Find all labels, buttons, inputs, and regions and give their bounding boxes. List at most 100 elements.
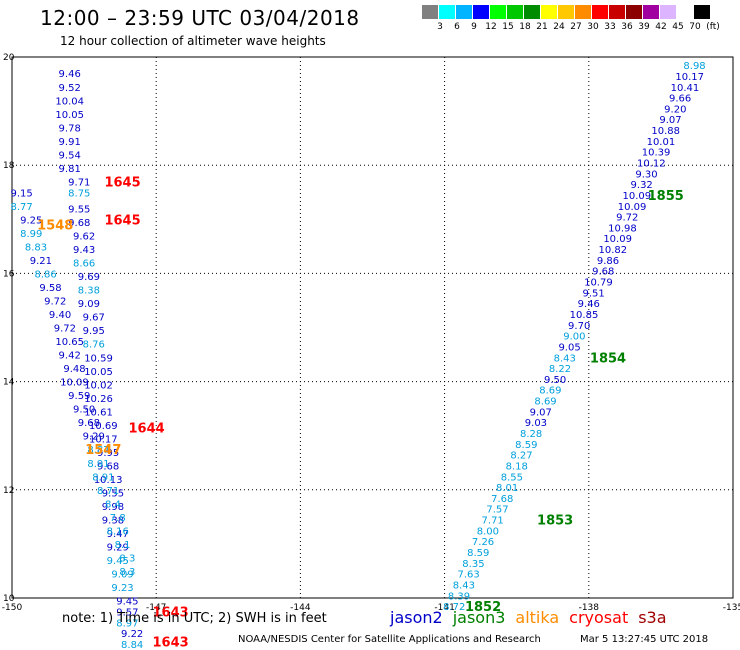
swh-point-label: 8.98 (683, 61, 705, 72)
swh-point-label: 9.67 (83, 313, 105, 324)
swh-point-label: 10.59 (84, 353, 113, 364)
swh-point-label: 9.68 (68, 218, 90, 229)
swh-point-label: 10.09 (618, 202, 647, 213)
scale-swatch (592, 5, 608, 19)
pass-time-label: 1642 (153, 649, 189, 650)
swh-point-label: 9.55 (102, 489, 124, 500)
swh-point-label: 10.12 (637, 158, 666, 169)
swh-point-label: 8.99 (20, 229, 42, 240)
swh-point-label: 10.98 (608, 223, 637, 234)
scale-swatch (558, 5, 574, 19)
swh-point-label: 9.45 (116, 597, 138, 608)
swh-point-label: 7.8 (110, 513, 126, 524)
swh-point-label: 9.50 (73, 405, 95, 416)
swh-point-label: 8.69 (539, 386, 561, 397)
swh-point-label: 9.03 (525, 418, 547, 429)
swh-point-label: 10.05 (84, 367, 113, 378)
y-tick-label: 16 (3, 269, 15, 279)
swh-point-label: 10.13 (94, 475, 123, 486)
swh-point-label: 10.05 (55, 110, 84, 121)
scale-swatch (677, 5, 693, 19)
swh-point-label: 9.22 (121, 629, 143, 640)
swh-point-label: 8.43 (554, 353, 576, 364)
swh-point-label: 8.66 (73, 259, 95, 270)
legend-item-altika: altika (515, 608, 560, 627)
swh-point-label: 9.43 (73, 245, 95, 256)
swh-point-label: 9.47 (107, 529, 129, 540)
scale-label: 18 (519, 22, 531, 32)
swh-point-label: 10.09 (603, 234, 632, 245)
swh-point-label: 7.71 (482, 516, 504, 527)
swh-point-label: 9.95 (83, 326, 105, 337)
legend-item-cryosat: cryosat (569, 608, 629, 627)
x-tick-label: -141 (434, 603, 454, 613)
legend-item-jason2: jason2 (390, 608, 443, 627)
swh-point-label: 9.70 (568, 321, 590, 332)
y-tick-label: 10 (3, 594, 15, 604)
swh-point-label: 9.72 (54, 324, 76, 335)
swh-point-label: 10.09 (60, 378, 89, 389)
swh-point-label: 10.17 (89, 434, 118, 445)
scale-swatch (456, 5, 472, 19)
scale-label: 6 (454, 22, 460, 32)
swh-point-label: 9.98 (102, 502, 124, 513)
swh-point-label: 10.69 (89, 421, 118, 432)
swh-point-label: 9.40 (49, 310, 71, 321)
scale-swatch (507, 5, 523, 19)
swh-point-label: 9.09 (111, 570, 133, 581)
swh-point-label: 8.00 (477, 526, 499, 537)
pass-time-label: 1854 (590, 351, 626, 366)
scale-swatch (575, 5, 591, 19)
scale-label: 45 (672, 22, 684, 32)
swh-point-label: 8.16 (107, 526, 129, 537)
swh-point-label: 9.62 (73, 232, 95, 243)
y-tick-label: 18 (3, 161, 15, 171)
swh-point-label: 9.51 (582, 288, 604, 299)
swh-point-label: 9.29 (107, 543, 129, 554)
swh-point-label: 9.91 (59, 137, 81, 148)
swh-point-label: 9.52 (59, 83, 81, 94)
pass-time-label: 1644 (128, 422, 164, 437)
swh-point-label: 8.28 (520, 429, 542, 440)
swh-point-label: 8.69 (534, 397, 556, 408)
scale-swatch (643, 5, 659, 19)
swh-point-label: 9.42 (59, 351, 81, 362)
pass-time-label: 1548 (37, 219, 73, 234)
scale-label: 9 (471, 22, 477, 32)
swh-point-label: 10.82 (599, 245, 628, 256)
swh-point-label: 9.25 (20, 215, 42, 226)
scale-swatch (422, 5, 438, 19)
swh-point-label: 8.91 (87, 459, 109, 470)
swh-point-label: 8.55 (501, 472, 523, 483)
swh-point-label: 10.41 (671, 83, 700, 94)
swh-point-label: 8.77 (10, 202, 32, 213)
footer-note: note: 1) Time is in UTC; 2) SWH is in fe… (62, 611, 327, 626)
swh-point-label: 8.91 (92, 472, 114, 483)
x-tick-label: -138 (579, 603, 600, 613)
generation-timestamp: Mar 5 13:27:45 UTC 2018 (580, 634, 709, 645)
swh-point-label: 8.38 (78, 286, 100, 297)
pass-time-label: 1852 (465, 600, 501, 615)
swh-point-label: 8.22 (549, 364, 571, 375)
pass-time-label: 1643 (153, 606, 189, 621)
scale-swatch (524, 5, 540, 19)
swh-point-label: 9.38 (102, 516, 124, 527)
swh-point-label: 7.68 (491, 494, 513, 505)
swh-point-label: 9.78 (59, 123, 81, 134)
x-tick-label: -150 (2, 603, 23, 613)
pass-time-label: 1853 (537, 514, 573, 529)
swh-point-label: 8.75 (68, 188, 90, 199)
scale-label: 39 (638, 22, 650, 32)
swh-point-label: 8.86 (35, 269, 57, 280)
swh-point-label: 9.69 (78, 272, 100, 283)
pass-time-label: 1855 (648, 189, 684, 204)
scale-label: 21 (536, 22, 548, 32)
swh-point-label: 9.48 (63, 364, 85, 375)
swh-point-label: 9.46 (59, 69, 81, 80)
swh-point-label: 9.72 (44, 296, 66, 307)
swh-point-label: 8.18 (506, 461, 528, 472)
scale-swatch (626, 5, 642, 19)
swh-point-label: 9.32 (631, 180, 653, 191)
swh-point-label: 9.55 (68, 204, 90, 215)
swh-point-label: 9.05 (558, 342, 580, 353)
